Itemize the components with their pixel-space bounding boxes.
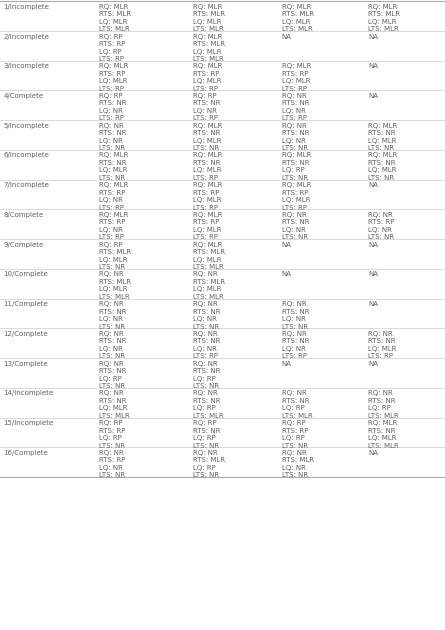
Text: RQ: NR
RTS: NR
LQ: RP
LTS: NR: RQ: NR RTS: NR LQ: RP LTS: NR <box>99 360 127 389</box>
Text: RQ: MLR
RTS: RP
LQ: NR
LTS: RP: RQ: MLR RTS: RP LQ: NR LTS: RP <box>99 182 129 210</box>
Text: NA: NA <box>282 360 291 367</box>
Text: NA: NA <box>368 301 378 307</box>
Text: 14/Incomplete: 14/Incomplete <box>4 391 54 396</box>
Text: RQ: NR
RTS: NR
LQ: NR
LTS: RP: RQ: NR RTS: NR LQ: NR LTS: RP <box>193 331 220 359</box>
Text: RQ: NR
RTS: NR
LQ: RP
LTS: MLR: RQ: NR RTS: NR LQ: RP LTS: MLR <box>193 391 223 419</box>
Text: RQ: NR
RTS: NR
LQ: NR
LTS: NR: RQ: NR RTS: NR LQ: NR LTS: NR <box>282 123 309 151</box>
Text: RQ: NR
RTS: NR
LQ: MLR
LTS: RP: RQ: NR RTS: NR LQ: MLR LTS: RP <box>368 331 397 359</box>
Text: RQ: MLR
RTS: NR
LQ: MLR
LTS: NR: RQ: MLR RTS: NR LQ: MLR LTS: NR <box>99 152 129 181</box>
Text: 6/Incomplete: 6/Incomplete <box>4 152 49 159</box>
Text: 10/Complete: 10/Complete <box>4 272 49 277</box>
Text: NA: NA <box>368 360 378 367</box>
Text: NA: NA <box>282 272 291 277</box>
Text: RQ: NR
RTS: NR
LQ: NR
LTS: NR: RQ: NR RTS: NR LQ: NR LTS: NR <box>99 301 127 329</box>
Text: RQ: MLR
RTS: MLR
LQ: MLR
LTS: MLR: RQ: MLR RTS: MLR LQ: MLR LTS: MLR <box>193 242 225 270</box>
Text: RQ: MLR
RTS: MLR
LQ: MLR
LTS: MLR: RQ: MLR RTS: MLR LQ: MLR LTS: MLR <box>193 4 225 32</box>
Text: RQ: NR
RTS: NR
LQ: NR
LTS: NR: RQ: NR RTS: NR LQ: NR LTS: NR <box>282 212 309 241</box>
Text: 5/Incomplete: 5/Incomplete <box>4 123 49 129</box>
Text: NA: NA <box>368 272 378 277</box>
Text: NA: NA <box>368 63 378 69</box>
Text: RQ: NR
RTS: NR
LQ: NR
LTS: RP: RQ: NR RTS: NR LQ: NR LTS: RP <box>282 331 309 359</box>
Text: RQ: MLR
RTS: MLR
LQ: MLR
LTS: MLR: RQ: MLR RTS: MLR LQ: MLR LTS: MLR <box>193 33 225 62</box>
Text: RQ: MLR
RTS: NR
LQ: MLR
LTS: NR: RQ: MLR RTS: NR LQ: MLR LTS: NR <box>368 123 398 151</box>
Text: RQ: MLR
RTS: NR
LQ: MLR
LTS: NR: RQ: MLR RTS: NR LQ: MLR LTS: NR <box>193 123 222 151</box>
Text: RQ: RP
RTS: NR
LQ: NR
LTS: RP: RQ: RP RTS: NR LQ: NR LTS: RP <box>99 93 127 122</box>
Text: RQ: MLR
RTS: RP
LQ: MLR
LTS: RP: RQ: MLR RTS: RP LQ: MLR LTS: RP <box>282 182 311 210</box>
Text: RQ: NR
RTS: NR
LQ: NR
LTS: NR: RQ: NR RTS: NR LQ: NR LTS: NR <box>99 123 127 151</box>
Text: RQ: MLR
RTS: NR
LQ: MLR
LTS: NR: RQ: MLR RTS: NR LQ: MLR LTS: NR <box>368 152 398 181</box>
Text: RQ: RP
RTS: NR
LQ: NR
LTS: RP: RQ: RP RTS: NR LQ: NR LTS: RP <box>193 93 220 122</box>
Text: NA: NA <box>282 242 291 248</box>
Text: 8/Complete: 8/Complete <box>4 212 44 218</box>
Text: RQ: MLR
RTS: NR
LQ: MLR
LTS: RP: RQ: MLR RTS: NR LQ: MLR LTS: RP <box>193 152 222 181</box>
Text: NA: NA <box>368 450 378 456</box>
Text: RQ: RP
RTS: RP
LQ: RP
LTS: NR: RQ: RP RTS: RP LQ: RP LTS: NR <box>282 420 308 449</box>
Text: NA: NA <box>368 33 378 40</box>
Text: RQ: NR
RTS: MLR
LQ: NR
LTS: NR: RQ: NR RTS: MLR LQ: NR LTS: NR <box>282 450 314 478</box>
Text: RQ: MLR
RTS: RP
LQ: MLR
LTS: RP: RQ: MLR RTS: RP LQ: MLR LTS: RP <box>193 63 222 92</box>
Text: RQ: MLR
RTS: RP
LQ: MLR
LTS: RP: RQ: MLR RTS: RP LQ: MLR LTS: RP <box>193 182 222 210</box>
Text: RQ: MLR
RTS: RP
LQ: MLR
LTS: RP: RQ: MLR RTS: RP LQ: MLR LTS: RP <box>193 212 222 241</box>
Text: RQ: RP
RTS: MLR
LQ: MLR
LTS: NR: RQ: RP RTS: MLR LQ: MLR LTS: NR <box>99 242 131 270</box>
Text: RQ: NR
RTS: MLR
LQ: MLR
LTS: MLR: RQ: NR RTS: MLR LQ: MLR LTS: MLR <box>193 272 225 300</box>
Text: RQ: MLR
RTS: RP
LQ: MLR
LTS: RP: RQ: MLR RTS: RP LQ: MLR LTS: RP <box>282 63 311 92</box>
Text: RQ: NR
RTS: NR
LQ: RP
LTS: NR: RQ: NR RTS: NR LQ: RP LTS: NR <box>193 360 220 389</box>
Text: 15/Incomplete: 15/Incomplete <box>4 420 54 426</box>
Text: RQ: NR
RTS: NR
LQ: MLR
LTS: MLR: RQ: NR RTS: NR LQ: MLR LTS: MLR <box>99 391 130 419</box>
Text: RQ: MLR
RTS: MLR
LQ: MLR
LTS: MLR: RQ: MLR RTS: MLR LQ: MLR LTS: MLR <box>99 4 131 32</box>
Text: 11/Complete: 11/Complete <box>4 301 49 307</box>
Text: 7/Incomplete: 7/Incomplete <box>4 182 49 188</box>
Text: 3/Incomplete: 3/Incomplete <box>4 63 49 69</box>
Text: RQ: NR
RTS: MLR
LQ: RP
LTS: NR: RQ: NR RTS: MLR LQ: RP LTS: NR <box>193 450 225 478</box>
Text: NA: NA <box>368 182 378 188</box>
Text: NA: NA <box>282 33 291 40</box>
Text: RQ: MLR
RTS: MLR
LQ: MLR
LTS: MLR: RQ: MLR RTS: MLR LQ: MLR LTS: MLR <box>368 4 400 32</box>
Text: NA: NA <box>368 242 378 248</box>
Text: RQ: NR
RTS: NR
LQ: NR
LTS: NR: RQ: NR RTS: NR LQ: NR LTS: NR <box>99 331 127 359</box>
Text: RQ: NR
RTS: RP
LQ: NR
LTS: NR: RQ: NR RTS: RP LQ: NR LTS: NR <box>368 212 395 241</box>
Text: RQ: NR
RTS: RP
LQ: NR
LTS: NR: RQ: NR RTS: RP LQ: NR LTS: NR <box>99 450 125 478</box>
Text: RQ: MLR
RTS: NR
LQ: RP
LTS: NR: RQ: MLR RTS: NR LQ: RP LTS: NR <box>282 152 311 181</box>
Text: RQ: RP
RTS: RP
LQ: RP
LTS: NR: RQ: RP RTS: RP LQ: RP LTS: NR <box>99 420 125 449</box>
Text: RQ: NR
RTS: NR
LQ: RP
LTS: MLR: RQ: NR RTS: NR LQ: RP LTS: MLR <box>368 391 399 419</box>
Text: RQ: NR
RTS: NR
LQ: NR
LTS: RP: RQ: NR RTS: NR LQ: NR LTS: RP <box>282 93 309 122</box>
Text: RQ: RP
RTS: NR
LQ: RP
LTS: NR: RQ: RP RTS: NR LQ: RP LTS: NR <box>193 420 220 449</box>
Text: RQ: NR
RTS: NR
LQ: NR
LTS: NR: RQ: NR RTS: NR LQ: NR LTS: NR <box>282 301 309 329</box>
Text: RQ: MLR
RTS: RP
LQ: NR
LTS: RP: RQ: MLR RTS: RP LQ: NR LTS: RP <box>99 212 129 241</box>
Text: NA: NA <box>368 93 378 99</box>
Text: RQ: NR
RTS: NR
LQ: NR
LTS: NR: RQ: NR RTS: NR LQ: NR LTS: NR <box>193 301 220 329</box>
Text: RQ: MLR
RTS: NR
LQ: MLR
LTS: MLR: RQ: MLR RTS: NR LQ: MLR LTS: MLR <box>368 420 399 449</box>
Text: 1/Incomplete: 1/Incomplete <box>4 4 49 10</box>
Text: RQ: MLR
RTS: MLR
LQ: MLR
LTS: MLR: RQ: MLR RTS: MLR LQ: MLR LTS: MLR <box>282 4 314 32</box>
Text: 9/Complete: 9/Complete <box>4 242 44 248</box>
Text: RQ: NR
RTS: NR
LQ: RP
LTS: MLR: RQ: NR RTS: NR LQ: RP LTS: MLR <box>282 391 312 419</box>
Text: RQ: MLR
RTS: RP
LQ: MLR
LTS: RP: RQ: MLR RTS: RP LQ: MLR LTS: RP <box>99 63 129 92</box>
Text: 2/Incomplete: 2/Incomplete <box>4 33 49 40</box>
Text: 12/Complete: 12/Complete <box>4 331 48 337</box>
Text: 4/Complete: 4/Complete <box>4 93 44 99</box>
Text: 16/Complete: 16/Complete <box>4 450 49 456</box>
Text: RQ: RP
RTS: RP
LQ: RP
LTS: RP: RQ: RP RTS: RP LQ: RP LTS: RP <box>99 33 125 62</box>
Text: 13/Complete: 13/Complete <box>4 360 49 367</box>
Text: RQ: NR
RTS: MLR
LQ: MLR
LTS: MLR: RQ: NR RTS: MLR LQ: MLR LTS: MLR <box>99 272 131 300</box>
